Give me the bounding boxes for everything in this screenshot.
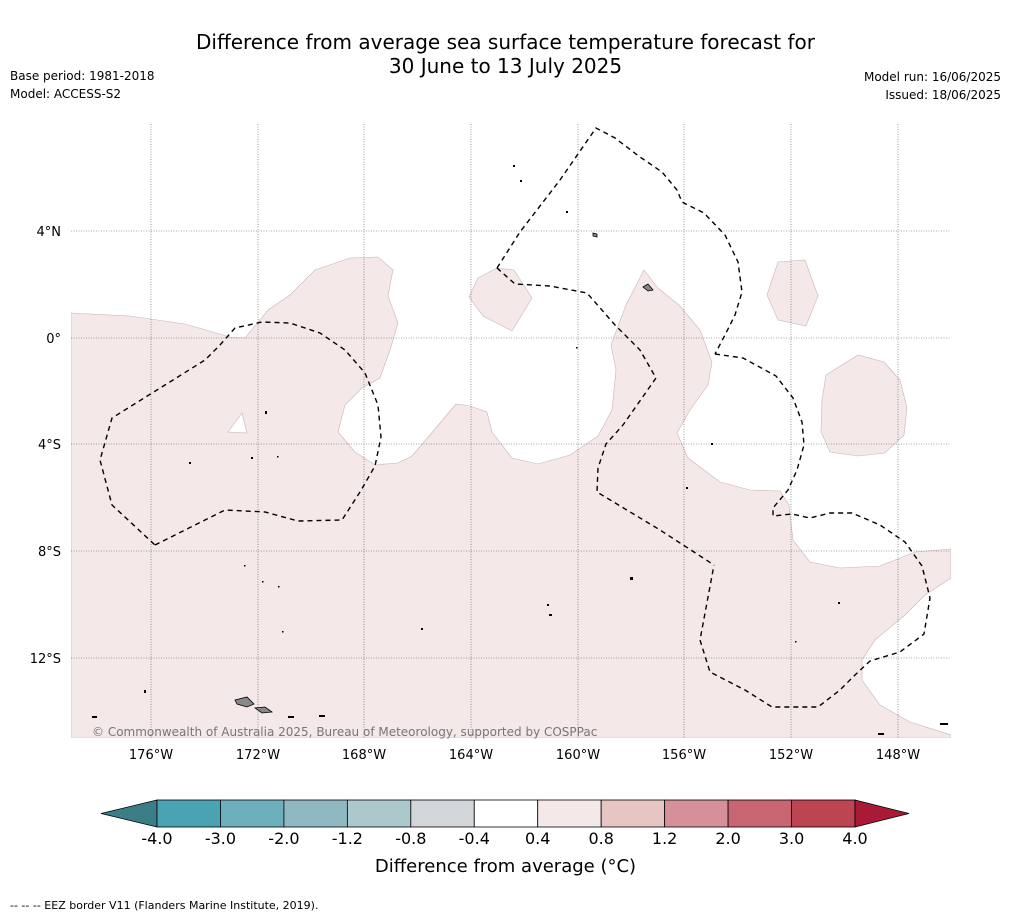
issued-date: Issued: 18/06/2025 — [885, 88, 1001, 102]
colorbar-swatch — [283, 799, 348, 828]
colorbar-swatch — [727, 799, 792, 828]
meta-left: Base period: 1981-2018 Model: ACCESS-S2 — [10, 67, 155, 103]
model-run: Model run: 16/06/2025 — [863, 70, 1001, 84]
lon-label: 160°W — [556, 748, 600, 763]
islands — [234, 232, 654, 714]
anomaly-blob-1 — [468, 267, 533, 332]
colorbar-swatch — [346, 799, 412, 828]
colorbar-label: Difference from average (°C) — [374, 856, 637, 877]
map-title: Difference from average sea surface temp… — [0, 30, 1011, 78]
lon-label: 176°W — [129, 748, 173, 763]
anomaly-region-main — [71, 256, 951, 738]
colorbar-tick-label: -0.8 — [395, 829, 426, 848]
colorbar-swatches — [100, 799, 910, 828]
colorbar-swatch — [600, 799, 666, 828]
map-title-line2: 30 June to 13 July 2025 — [388, 54, 623, 78]
map-title-line1: Difference from average sea surface temp… — [195, 30, 815, 54]
colorbar-swatch — [156, 799, 221, 828]
lon-label: 156°W — [662, 748, 706, 763]
gridlines — [71, 124, 951, 738]
colorbar-tick-label: -2.0 — [268, 829, 299, 848]
lon-label: 152°W — [769, 748, 813, 763]
colorbar-extend-low — [100, 799, 158, 828]
lat-label: 0° — [46, 332, 61, 347]
lat-label: 4°N — [37, 225, 62, 240]
colorbar-ticks: -4.0 -3.0 -2.0 -1.2 -0.8 -0.4 0.4 0.8 1.2 2.0 3.0 4… — [141, 829, 867, 848]
model-name: Model: ACCESS-S2 — [10, 87, 122, 101]
colorbar-tick-label: 0.8 — [588, 829, 613, 848]
lon-label: 172°W — [236, 748, 280, 763]
colorbar-tick-label: 3.0 — [779, 829, 804, 848]
colorbar-tick-label: -0.4 — [459, 829, 490, 848]
lon-label: 164°W — [449, 748, 493, 763]
lon-label: 148°W — [876, 748, 920, 763]
meta-right: Model run: 16/06/2025 Issued: 18/06/2025 — [864, 68, 1001, 104]
copyright-notice: © Commonwealth of Australia 2025, Bureau… — [92, 725, 597, 739]
colorbar-tick-label: 2.0 — [715, 829, 740, 848]
colorbar-extend-high — [854, 799, 910, 828]
eez-legend-note: -- -- -- EEZ border V11 (Flanders Marine… — [10, 899, 319, 912]
longitude-labels: 176°W 172°W 168°W 164°W 160°W 156°W 152°… — [129, 748, 920, 763]
colorbar-swatch — [537, 799, 602, 828]
colorbar-tick-label: 0.4 — [525, 829, 550, 848]
colorbar-swatch — [410, 799, 475, 828]
colorbar-swatch — [473, 799, 539, 828]
colorbar-swatch — [791, 799, 856, 828]
colorbar-tick-label: -4.0 — [141, 829, 172, 848]
colorbar-swatch — [220, 799, 285, 828]
atolls — [92, 165, 948, 735]
lat-label: 12°S — [30, 652, 61, 667]
latitude-labels: 4°N 0° 4°S 8°S 12°S — [30, 225, 61, 667]
colorbar-tick-label: 1.2 — [652, 829, 677, 848]
anomaly-blob-2 — [766, 259, 819, 327]
colorbar-tick-label: -1.2 — [332, 829, 363, 848]
neutral-hole — [227, 412, 248, 434]
lon-label: 168°W — [342, 748, 386, 763]
base-period: Base period: 1981-2018 — [10, 69, 155, 83]
anomaly-blob-3 — [820, 354, 908, 457]
lat-label: 4°S — [38, 438, 61, 453]
colorbar-tick-label: -3.0 — [205, 829, 236, 848]
lat-label: 8°S — [38, 545, 61, 560]
colorbar-swatch — [664, 799, 729, 828]
eez-borders — [99, 127, 931, 708]
colorbar-tick-label: 4.0 — [842, 829, 867, 848]
